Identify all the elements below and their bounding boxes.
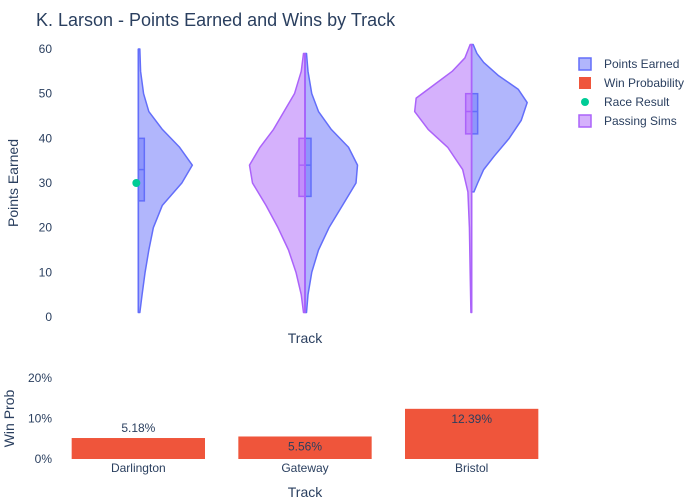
bar-value-label-darlington: 5.18% [121,421,155,435]
bar-value-label-bristol: 12.39% [451,412,492,426]
legend-swatch-passing-sims [578,114,592,128]
legend-item-passing-sims[interactable]: Passing Sims [578,114,677,128]
bar-darlington[interactable] [71,438,206,459]
y-tick-label: 0 [45,310,52,324]
points-earned-gateway-violin[interactable] [304,52,359,314]
legend-label: Race Result [604,95,670,109]
legend-label: Passing Sims [604,114,677,128]
bar-bristol[interactable] [405,408,539,459]
bar-y-tick-label: 10% [28,412,52,426]
legend-label: Win Probability [604,76,684,90]
race-result-point-darlington[interactable] [132,179,141,187]
bar-x-tick-label: Bristol [455,461,488,475]
points-earned-gateway-box[interactable] [304,137,312,198]
bar-y-tick-label: 20% [28,371,52,385]
bar-x-axis-label: Track [288,484,323,500]
passing-sims-gateway-box[interactable] [298,137,306,198]
chart-legend[interactable]: Points Earned Win Probability Race Result P… [578,57,684,128]
chart-title: K. Larson - Points Earned and Wins by Tr… [36,10,396,30]
bar-gateway[interactable] [238,436,372,459]
violin-plot: 0 10 20 30 40 50 60 Points Earned Track [5,42,528,346]
points-earned-bristol-violin[interactable] [470,43,528,193]
legend-swatch-points-earned [578,57,592,71]
bar-y-axis-label: Win Prob [1,390,17,448]
points-earned-darlington-violin[interactable] [137,48,194,314]
win-probability-bar-plot: 0% 10% 20% Win Prob Track 5.18% Darlington 5.56… [1,371,539,500]
y-tick-label: 30 [39,176,53,190]
y-axis-label: Points Earned [5,139,21,227]
y-tick-label: 60 [39,42,53,56]
passing-sims-gateway-violin[interactable] [248,52,306,314]
legend-label: Points Earned [604,57,679,71]
legend-item-race-result[interactable]: Race Result [581,95,670,109]
bar-value-label-gateway: 5.56% [288,439,322,453]
legend-item-points-earned[interactable]: Points Earned [578,57,679,71]
passing-sims-bristol-box[interactable] [464,92,473,135]
legend-item-win-probability[interactable]: Win Probability [579,76,684,90]
bar-x-tick-label: Gateway [281,461,328,475]
legend-swatch-win-probability [579,77,591,89]
y-tick-label: 40 [39,131,53,145]
bar-y-tick-label: 0% [35,452,53,466]
y-tick-label: 20 [39,221,53,235]
y-tick-label: 10 [39,265,53,279]
y-tick-label: 50 [39,87,53,101]
bar-x-tick-label: Darlington [111,461,166,475]
passing-sims-bristol-violin[interactable] [413,43,473,314]
legend-swatch-race-result [581,98,589,106]
x-axis-label: Track [288,330,323,346]
points-earned-bristol-box[interactable] [470,92,479,135]
